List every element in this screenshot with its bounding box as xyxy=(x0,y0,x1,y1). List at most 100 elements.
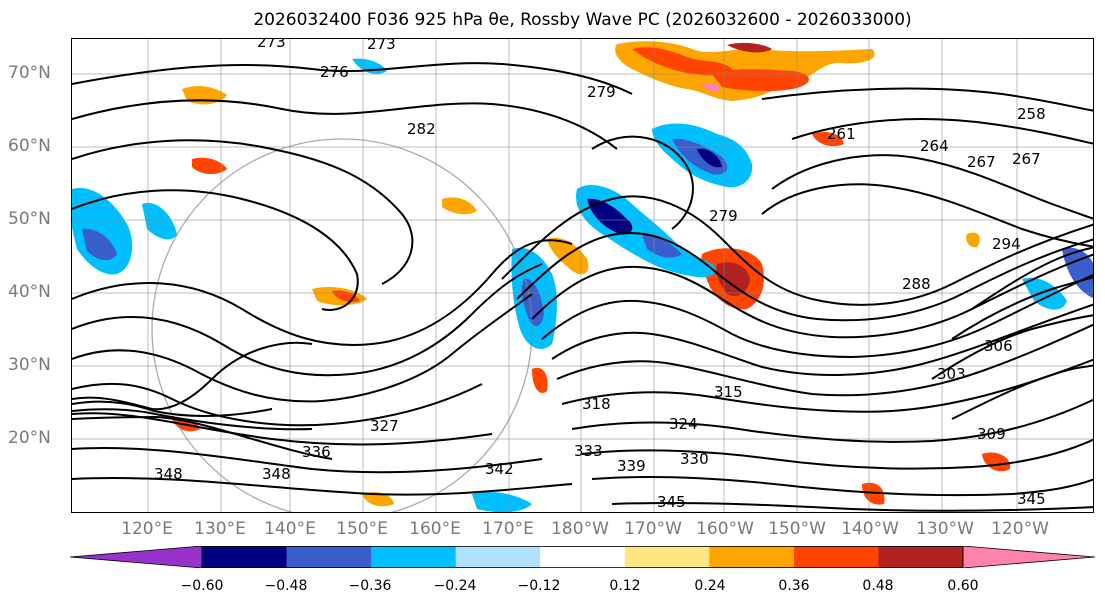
contour-label: 288 xyxy=(902,275,931,293)
positive-anomaly-patch xyxy=(812,132,844,147)
colorbar-extend-max xyxy=(962,546,1095,568)
map-canvas: 273 273 276 279 282 261 267 267 258 264 … xyxy=(72,39,1093,512)
positive-anomaly-patch xyxy=(362,492,394,507)
contour-label: 303 xyxy=(937,365,966,383)
colorbar-tick: 0.60 xyxy=(947,578,979,594)
contour-label: 318 xyxy=(582,395,611,413)
contour-label: 333 xyxy=(574,442,603,460)
contour-label: 309 xyxy=(977,425,1006,443)
lon-label-170w: 170°W xyxy=(624,519,682,539)
positive-anomaly-patch xyxy=(966,232,980,248)
contour-label: 294 xyxy=(992,235,1021,253)
negative-anomaly-patch xyxy=(472,492,532,512)
positive-anomaly-patch xyxy=(862,482,885,505)
contour-label: 258 xyxy=(1017,105,1046,123)
lon-label-160e: 160°E xyxy=(409,519,461,539)
contour-label: 279 xyxy=(709,207,738,225)
colorbar-tick: −0.12 xyxy=(517,578,561,594)
negative-anomaly-patch xyxy=(142,203,177,240)
negative-anomaly-patch xyxy=(587,198,633,235)
colorbar-bin xyxy=(878,546,964,568)
contour-label: 327 xyxy=(370,417,399,435)
contour-label: 306 xyxy=(984,337,1013,355)
lat-label-50n: 50°N xyxy=(8,209,51,229)
lat-label-40n: 40°N xyxy=(8,282,51,302)
positive-anomaly-patch xyxy=(712,69,809,92)
negative-anomaly-patch xyxy=(642,234,682,258)
negative-anomaly-patch xyxy=(576,184,717,278)
colorbar-bin xyxy=(455,546,541,568)
colorbar xyxy=(70,546,1095,568)
contour-label: 324 xyxy=(669,415,698,433)
colorbar-tick: 0.36 xyxy=(778,578,810,594)
lat-lon-grid xyxy=(72,39,1093,512)
colorbar-bin xyxy=(202,546,288,568)
negative-anomaly-patch xyxy=(521,278,544,327)
lon-label-150w: 150°W xyxy=(768,519,826,539)
contour-label: 315 xyxy=(714,383,743,401)
colorbar-outline xyxy=(201,546,964,568)
contour-label: 348 xyxy=(262,465,291,483)
colorbar-tick: 0.24 xyxy=(694,578,726,594)
contour-label: 267 xyxy=(1012,150,1041,168)
lon-label-150e: 150°E xyxy=(336,519,388,539)
positive-anomaly-patch xyxy=(702,82,721,92)
colorbar-bin xyxy=(540,546,626,568)
positive-anomaly-patch xyxy=(192,157,227,175)
negative-anomaly-patch xyxy=(1022,277,1067,310)
lat-label-20n: 20°N xyxy=(8,428,51,448)
colorbar-bin xyxy=(793,546,879,568)
colorbar-bin xyxy=(286,546,372,568)
positive-anomaly-patch xyxy=(716,262,750,296)
contour-label: 264 xyxy=(920,137,949,155)
negative-anomaly-patch xyxy=(1062,247,1093,299)
lon-label-120w: 120°W xyxy=(991,519,1049,539)
map-title: 2026032400 F036 925 hPa θe, Rossby Wave … xyxy=(253,10,912,30)
lon-label-180w: 180°W xyxy=(551,519,609,539)
lon-label-170e: 170°E xyxy=(482,519,534,539)
contour-label: 261 xyxy=(827,125,856,143)
colorbar-extend-min xyxy=(70,546,203,568)
lon-label-160w: 160°W xyxy=(696,519,754,539)
colorbar-bin xyxy=(709,546,795,568)
theta-e-contours xyxy=(72,62,1093,512)
contour-label: 345 xyxy=(1017,490,1046,508)
contour-label: 342 xyxy=(485,460,514,478)
positive-anomaly-patch xyxy=(442,197,477,215)
contour-label: 339 xyxy=(617,457,646,475)
contour-label: 273 xyxy=(367,39,396,53)
colorbar-tick: −0.24 xyxy=(433,578,477,594)
lat-label-60n: 60°N xyxy=(8,136,51,156)
map-panel: 273 273 276 279 282 261 267 267 258 264 … xyxy=(71,38,1094,513)
positive-anomaly-patch xyxy=(632,47,732,76)
contour-label: 345 xyxy=(657,493,686,511)
contour-label: 336 xyxy=(302,443,331,461)
lon-label-130e: 130°E xyxy=(194,519,246,539)
contour-label: 348 xyxy=(154,465,183,483)
contour-label: 282 xyxy=(407,120,436,138)
lon-label-140w: 140°W xyxy=(841,519,899,539)
contour-label: 330 xyxy=(680,450,709,468)
colorbar-tick: −0.60 xyxy=(180,578,224,594)
contour-label: 279 xyxy=(587,83,616,101)
colorbar-bin xyxy=(624,546,710,568)
negative-anomaly-patch xyxy=(697,148,722,168)
lat-label-30n: 30°N xyxy=(8,355,51,375)
colorbar-bin xyxy=(371,546,457,568)
colorbar-tick: −0.48 xyxy=(264,578,308,594)
lon-label-120e: 120°E xyxy=(121,519,173,539)
colorbar-tick: 0.48 xyxy=(862,578,894,594)
negative-anomaly-patch xyxy=(72,188,133,275)
reference-circle xyxy=(151,138,533,512)
positive-anomaly-patch xyxy=(532,367,548,393)
lon-label-140e: 140°E xyxy=(264,519,316,539)
positive-anomaly-patch xyxy=(727,42,772,53)
lon-label-130w: 130°W xyxy=(916,519,974,539)
contour-label: 273 xyxy=(257,39,286,51)
contour-label: 276 xyxy=(320,63,349,81)
contour-labels: 273 273 276 279 282 261 267 267 258 264 … xyxy=(154,39,1046,511)
contour-label: 267 xyxy=(967,153,996,171)
colorbar-tick: −0.36 xyxy=(348,578,392,594)
positive-anomaly-patch xyxy=(982,452,1011,472)
negative-anomaly-patch xyxy=(82,228,117,261)
